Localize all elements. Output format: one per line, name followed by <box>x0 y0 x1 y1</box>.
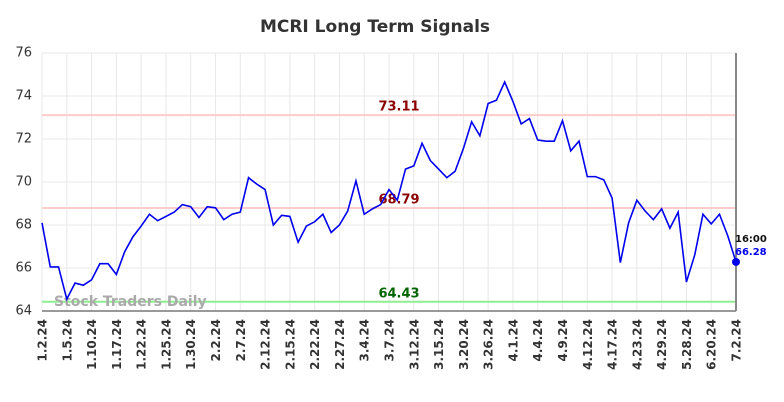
x-tick-label: 2.12.24 <box>259 319 273 370</box>
x-tick-label: 3.7.24 <box>383 319 397 362</box>
x-tick-label: 2.2.24 <box>209 319 223 362</box>
signal-label: 64.43 <box>378 286 419 301</box>
x-tick-label: 7.2.24 <box>730 319 744 362</box>
y-tick-label: 66 <box>15 261 32 276</box>
x-tick-label: 1.30.24 <box>184 319 198 370</box>
x-tick-label: 5.28.24 <box>680 319 694 370</box>
chart-title: MCRI Long Term Signals <box>260 17 490 37</box>
x-tick-label: 4.23.24 <box>630 319 644 370</box>
y-tick-label: 74 <box>15 89 32 104</box>
x-tick-label: 4.4.24 <box>531 319 545 362</box>
x-tick-label: 4.1.24 <box>506 319 520 362</box>
x-tick-label: 3.12.24 <box>407 319 421 370</box>
x-tick-label: 4.17.24 <box>606 319 620 370</box>
x-tick-label: 1.2.24 <box>36 319 50 362</box>
x-tick-label: 1.25.24 <box>159 319 173 370</box>
y-tick-label: 70 <box>15 175 32 190</box>
signal-label: 73.11 <box>378 100 419 115</box>
x-tick-label: 1.10.24 <box>85 319 99 370</box>
y-tick-label: 64 <box>15 304 32 319</box>
x-tick-label: 3.4.24 <box>358 319 372 362</box>
y-tick-label: 72 <box>15 132 32 147</box>
x-tick-label: 6.20.24 <box>705 319 719 370</box>
signal-label: 68.79 <box>378 193 419 208</box>
x-tick-label: 2.22.24 <box>308 319 322 370</box>
last-point <box>732 257 740 266</box>
x-tick-label: 2.27.24 <box>333 319 347 370</box>
x-tick-label: 1.22.24 <box>135 319 149 370</box>
x-tick-label: 1.5.24 <box>60 319 74 362</box>
x-tick-label: 4.9.24 <box>556 319 570 362</box>
last-value: 66.28 <box>735 247 767 258</box>
y-tick-label: 68 <box>15 218 32 233</box>
x-tick-label: 4.12.24 <box>581 319 595 370</box>
price-line <box>41 80 737 302</box>
last-time: 16:00 <box>735 234 767 245</box>
x-tick-label: 3.15.24 <box>432 319 446 370</box>
watermark: Stock Traders Daily <box>54 294 207 310</box>
x-tick-label: 1.17.24 <box>110 319 124 370</box>
x-tick-label: 2.7.24 <box>234 319 248 362</box>
x-tick-label: 4.29.24 <box>655 319 669 370</box>
y-tick-label: 76 <box>15 46 32 61</box>
x-tick-label: 3.20.24 <box>457 319 471 370</box>
x-tick-label: 2.15.24 <box>283 319 297 370</box>
x-tick-label: 3.26.24 <box>482 319 496 370</box>
